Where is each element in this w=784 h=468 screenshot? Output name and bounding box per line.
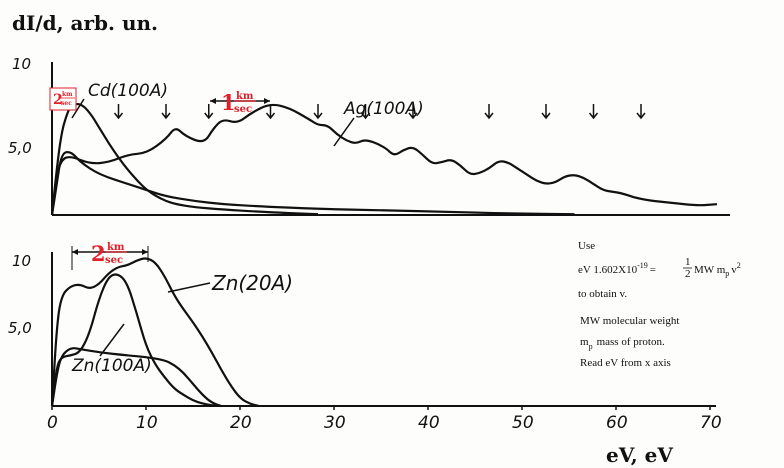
note-mp-p: p [589,342,593,351]
upper-y-tick-10: 10 [12,55,31,73]
x-tick-labels: 0 10 20 30 40 50 60 70 [47,406,722,433]
upper-left-marker-value: 2 [53,92,63,108]
note-mw-p: p [725,269,729,278]
upper-left-speed-marker: 2 km sec [49,87,77,111]
note-mp: mp mass of proton. [580,336,665,351]
note-v-squared: 2 [737,261,741,270]
note-obtain: to obtain v. [578,288,627,300]
upper-marker-value: 1 [221,90,236,115]
label-ag-100a: Ag(100A) [343,99,424,119]
x-axis-title: eV, eV [606,443,673,467]
note-mp-rest: mass of proton. [597,336,665,348]
series-line-0-1 [50,151,575,216]
peak-arrow [588,104,599,120]
peak-arrow [313,104,323,120]
note-mw: MW molecular weight [580,315,679,327]
note-formula-exponent: -19 [637,261,648,270]
upper-left-marker-unit-top: km [62,91,73,98]
lower-speed-marker: 2 km sec [71,241,149,270]
note-mw-m: MW m [694,264,726,276]
label-zn-20a-leader [167,282,211,293]
peak-arrow [265,104,276,120]
series-line-1-1 [50,273,222,408]
note-read: Read eV from x axis [580,357,671,369]
peak-arrow [113,104,124,120]
upper-marker-unit-bottom: sec [234,104,252,115]
peak-arrow [636,104,646,120]
upper-y-tick-5: 5,0 [8,139,32,157]
label-cd-leader [71,98,85,119]
upper-left-marker-unit-bottom: sec [61,100,72,107]
upper-left-marker-box [49,87,77,111]
note-mp-m: m [580,336,589,348]
label-cd-100a: Cd(100A) [88,81,168,101]
peak-arrow [161,104,171,120]
y-axis-title: dI/d, arb. un. [12,11,158,35]
upper-series [50,102,718,216]
label-ag-leader [333,117,355,147]
note-formula-start: eV 1.602X10 [578,264,638,276]
upper-marker-unit-top: km [236,91,254,102]
lower-y-tick-10: 10 [12,252,31,270]
note-formula-equals: = [650,264,656,276]
peak-arrow [408,104,418,120]
lower-axes [51,252,716,407]
series-line-0-2 [50,103,718,216]
series-line-1-2 [50,347,222,408]
peak-arrow [484,104,494,120]
note-v: v [731,264,737,276]
x-tick-label: 70 [700,413,722,433]
upper-marker-arrowheads [210,98,270,104]
peak-arrow [360,104,371,120]
peak-arrow [204,104,214,120]
label-zn-20a: Zn(20A) [211,271,293,295]
velocity-note: Use eV 1.602X10-19 = 1 2 MW mp v2 to obtai… [578,240,741,369]
lower-marker-value: 2 [91,241,106,266]
lower-marker-unit-bottom: sec [105,255,123,266]
x-tick-label: 40 [418,413,440,433]
label-zn-100a-leader [99,323,125,357]
x-tick-label: 10 [136,413,158,433]
peak-arrow [541,104,551,120]
note-frac-num: 1 [685,256,691,268]
note-use: Use [578,240,595,252]
x-tick-label: 20 [230,413,252,433]
note-frac-den: 2 [685,268,691,280]
label-zn-100a: Zn(100A) [71,356,152,376]
peak-arrows [113,104,646,120]
note-formula: eV 1.602X10-19 = [578,261,656,276]
series-line-1-0 [50,257,260,408]
lower-marker-unit-top: km [107,242,125,253]
lower-y-tick-5: 5,0 [8,319,32,337]
x-tick-label: 30 [324,413,346,433]
lower-series [50,257,260,408]
upper-speed-marker: 1 km sec [210,90,270,115]
x-tick-label: 0 [47,413,58,433]
note-formula-tail: MW mp v2 [694,261,741,278]
x-tick-label: 60 [606,413,628,433]
x-tick-label: 50 [512,413,534,433]
